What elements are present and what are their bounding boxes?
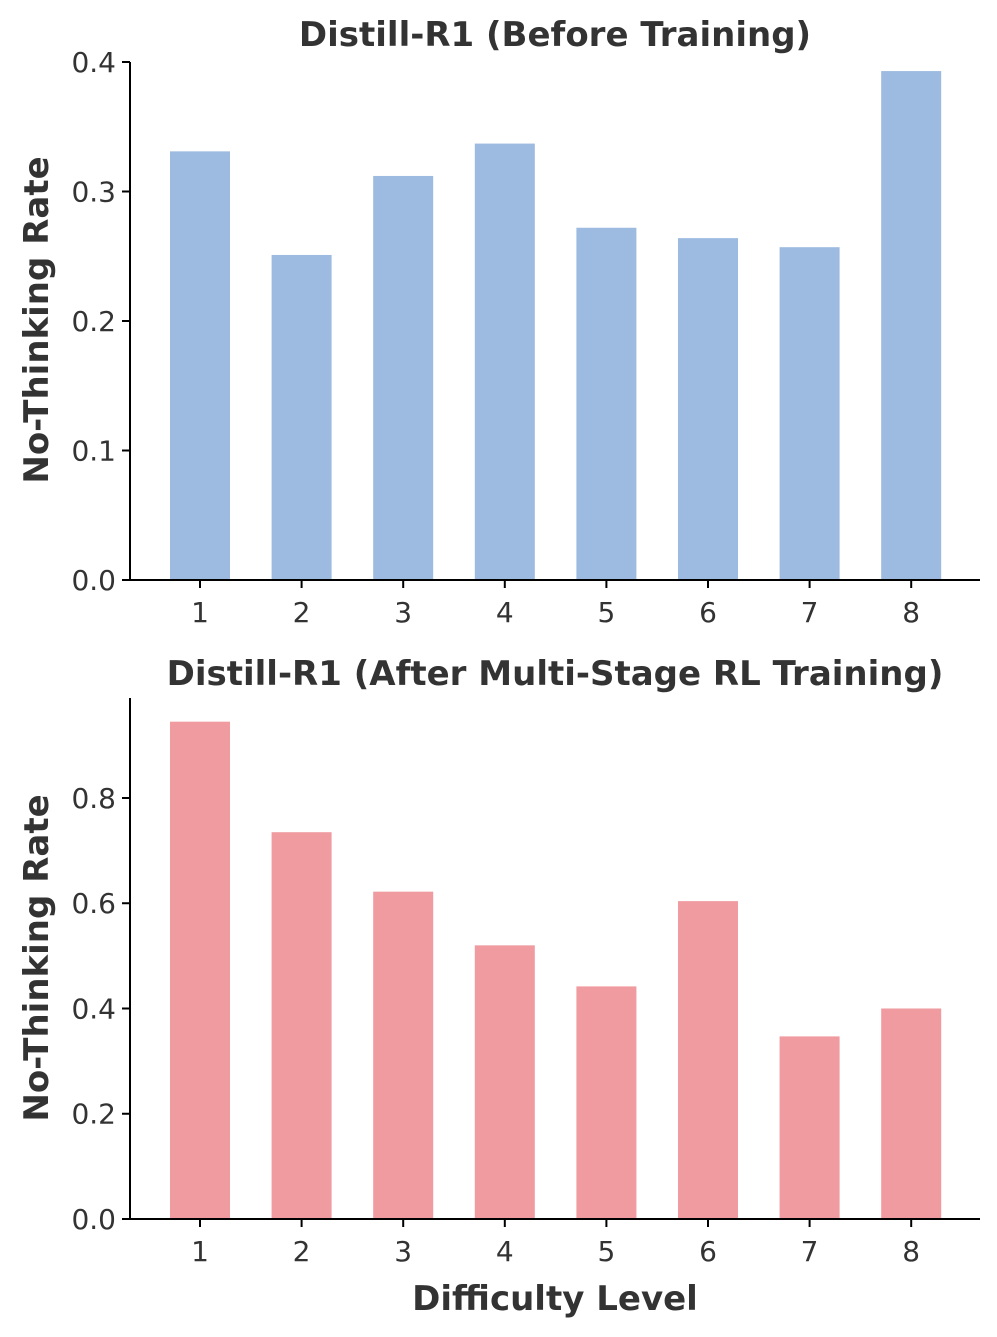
x-tick-label: 6 xyxy=(699,1235,717,1268)
x-tick-label: 5 xyxy=(597,1235,615,1268)
bar-level-1 xyxy=(170,721,230,1219)
x-tick-label: 7 xyxy=(801,596,819,629)
chart-title: Distill-R1 (Before Training) xyxy=(299,15,811,55)
chart-after-rl-training: Distill-R1 (After Multi-Stage RL Trainin… xyxy=(17,654,980,1319)
x-tick-label: 6 xyxy=(699,596,717,629)
bar-group xyxy=(170,71,942,581)
x-tick-label: 5 xyxy=(597,596,615,629)
x-tick-label: 4 xyxy=(496,1235,514,1268)
y-tick-label: 0.8 xyxy=(71,782,116,815)
bar-level-5 xyxy=(576,986,637,1219)
bar-level-3 xyxy=(373,891,434,1219)
bar-level-1 xyxy=(170,151,230,581)
bar-level-7 xyxy=(779,247,840,580)
x-tick-label: 4 xyxy=(496,596,514,629)
x-tick-label: 1 xyxy=(191,596,209,629)
y-tick-label: 0.3 xyxy=(71,176,116,209)
bar-group xyxy=(170,721,942,1219)
x-ticks: 1 2 3 4 5 6 7 8 xyxy=(191,1219,920,1268)
y-tick-label: 0.1 xyxy=(71,435,116,468)
bar-level-5 xyxy=(576,227,637,580)
bar-level-2 xyxy=(271,254,332,580)
y-axis-label: No-Thinking Rate xyxy=(17,794,57,1121)
x-tick-label: 8 xyxy=(902,596,920,629)
y-ticks: 0.0 0.1 0.2 0.3 0.4 xyxy=(71,46,130,597)
bar-level-4 xyxy=(474,143,535,580)
bar-level-2 xyxy=(271,832,332,1219)
bar-level-3 xyxy=(373,175,434,580)
axes-frame xyxy=(129,698,980,1220)
x-ticks: 1 2 3 4 5 6 7 8 xyxy=(191,580,920,629)
chart-title: Distill-R1 (After Multi-Stage RL Trainin… xyxy=(167,654,944,694)
y-tick-label: 0.2 xyxy=(71,305,116,338)
x-tick-label: 2 xyxy=(293,596,311,629)
y-tick-label: 0.6 xyxy=(71,887,116,920)
y-tick-label: 0.0 xyxy=(71,564,116,597)
y-ticks: 0.0 0.2 0.4 0.6 0.8 xyxy=(71,782,130,1236)
x-tick-label: 3 xyxy=(394,1235,412,1268)
x-tick-label: 2 xyxy=(293,1235,311,1268)
bar-level-7 xyxy=(779,1036,840,1219)
bar-level-8 xyxy=(881,1008,942,1219)
x-tick-label: 3 xyxy=(394,596,412,629)
x-axis-label: Difficulty Level xyxy=(412,1279,698,1319)
axes-frame xyxy=(129,62,980,581)
chart-before-training: Distill-R1 (Before Training) No-Thinking… xyxy=(17,15,980,629)
bar-level-4 xyxy=(474,945,535,1219)
bar-level-6 xyxy=(678,901,738,1219)
y-tick-label: 0.0 xyxy=(71,1203,116,1236)
x-tick-label: 8 xyxy=(902,1235,920,1268)
y-tick-label: 0.2 xyxy=(71,1098,116,1131)
x-tick-label: 1 xyxy=(191,1235,209,1268)
y-axis-label: No-Thinking Rate xyxy=(17,156,57,483)
y-tick-label: 0.4 xyxy=(71,46,116,79)
y-tick-label: 0.4 xyxy=(71,992,116,1025)
bar-level-6 xyxy=(678,238,738,580)
bar-level-8 xyxy=(881,71,942,580)
x-tick-label: 7 xyxy=(801,1235,819,1268)
